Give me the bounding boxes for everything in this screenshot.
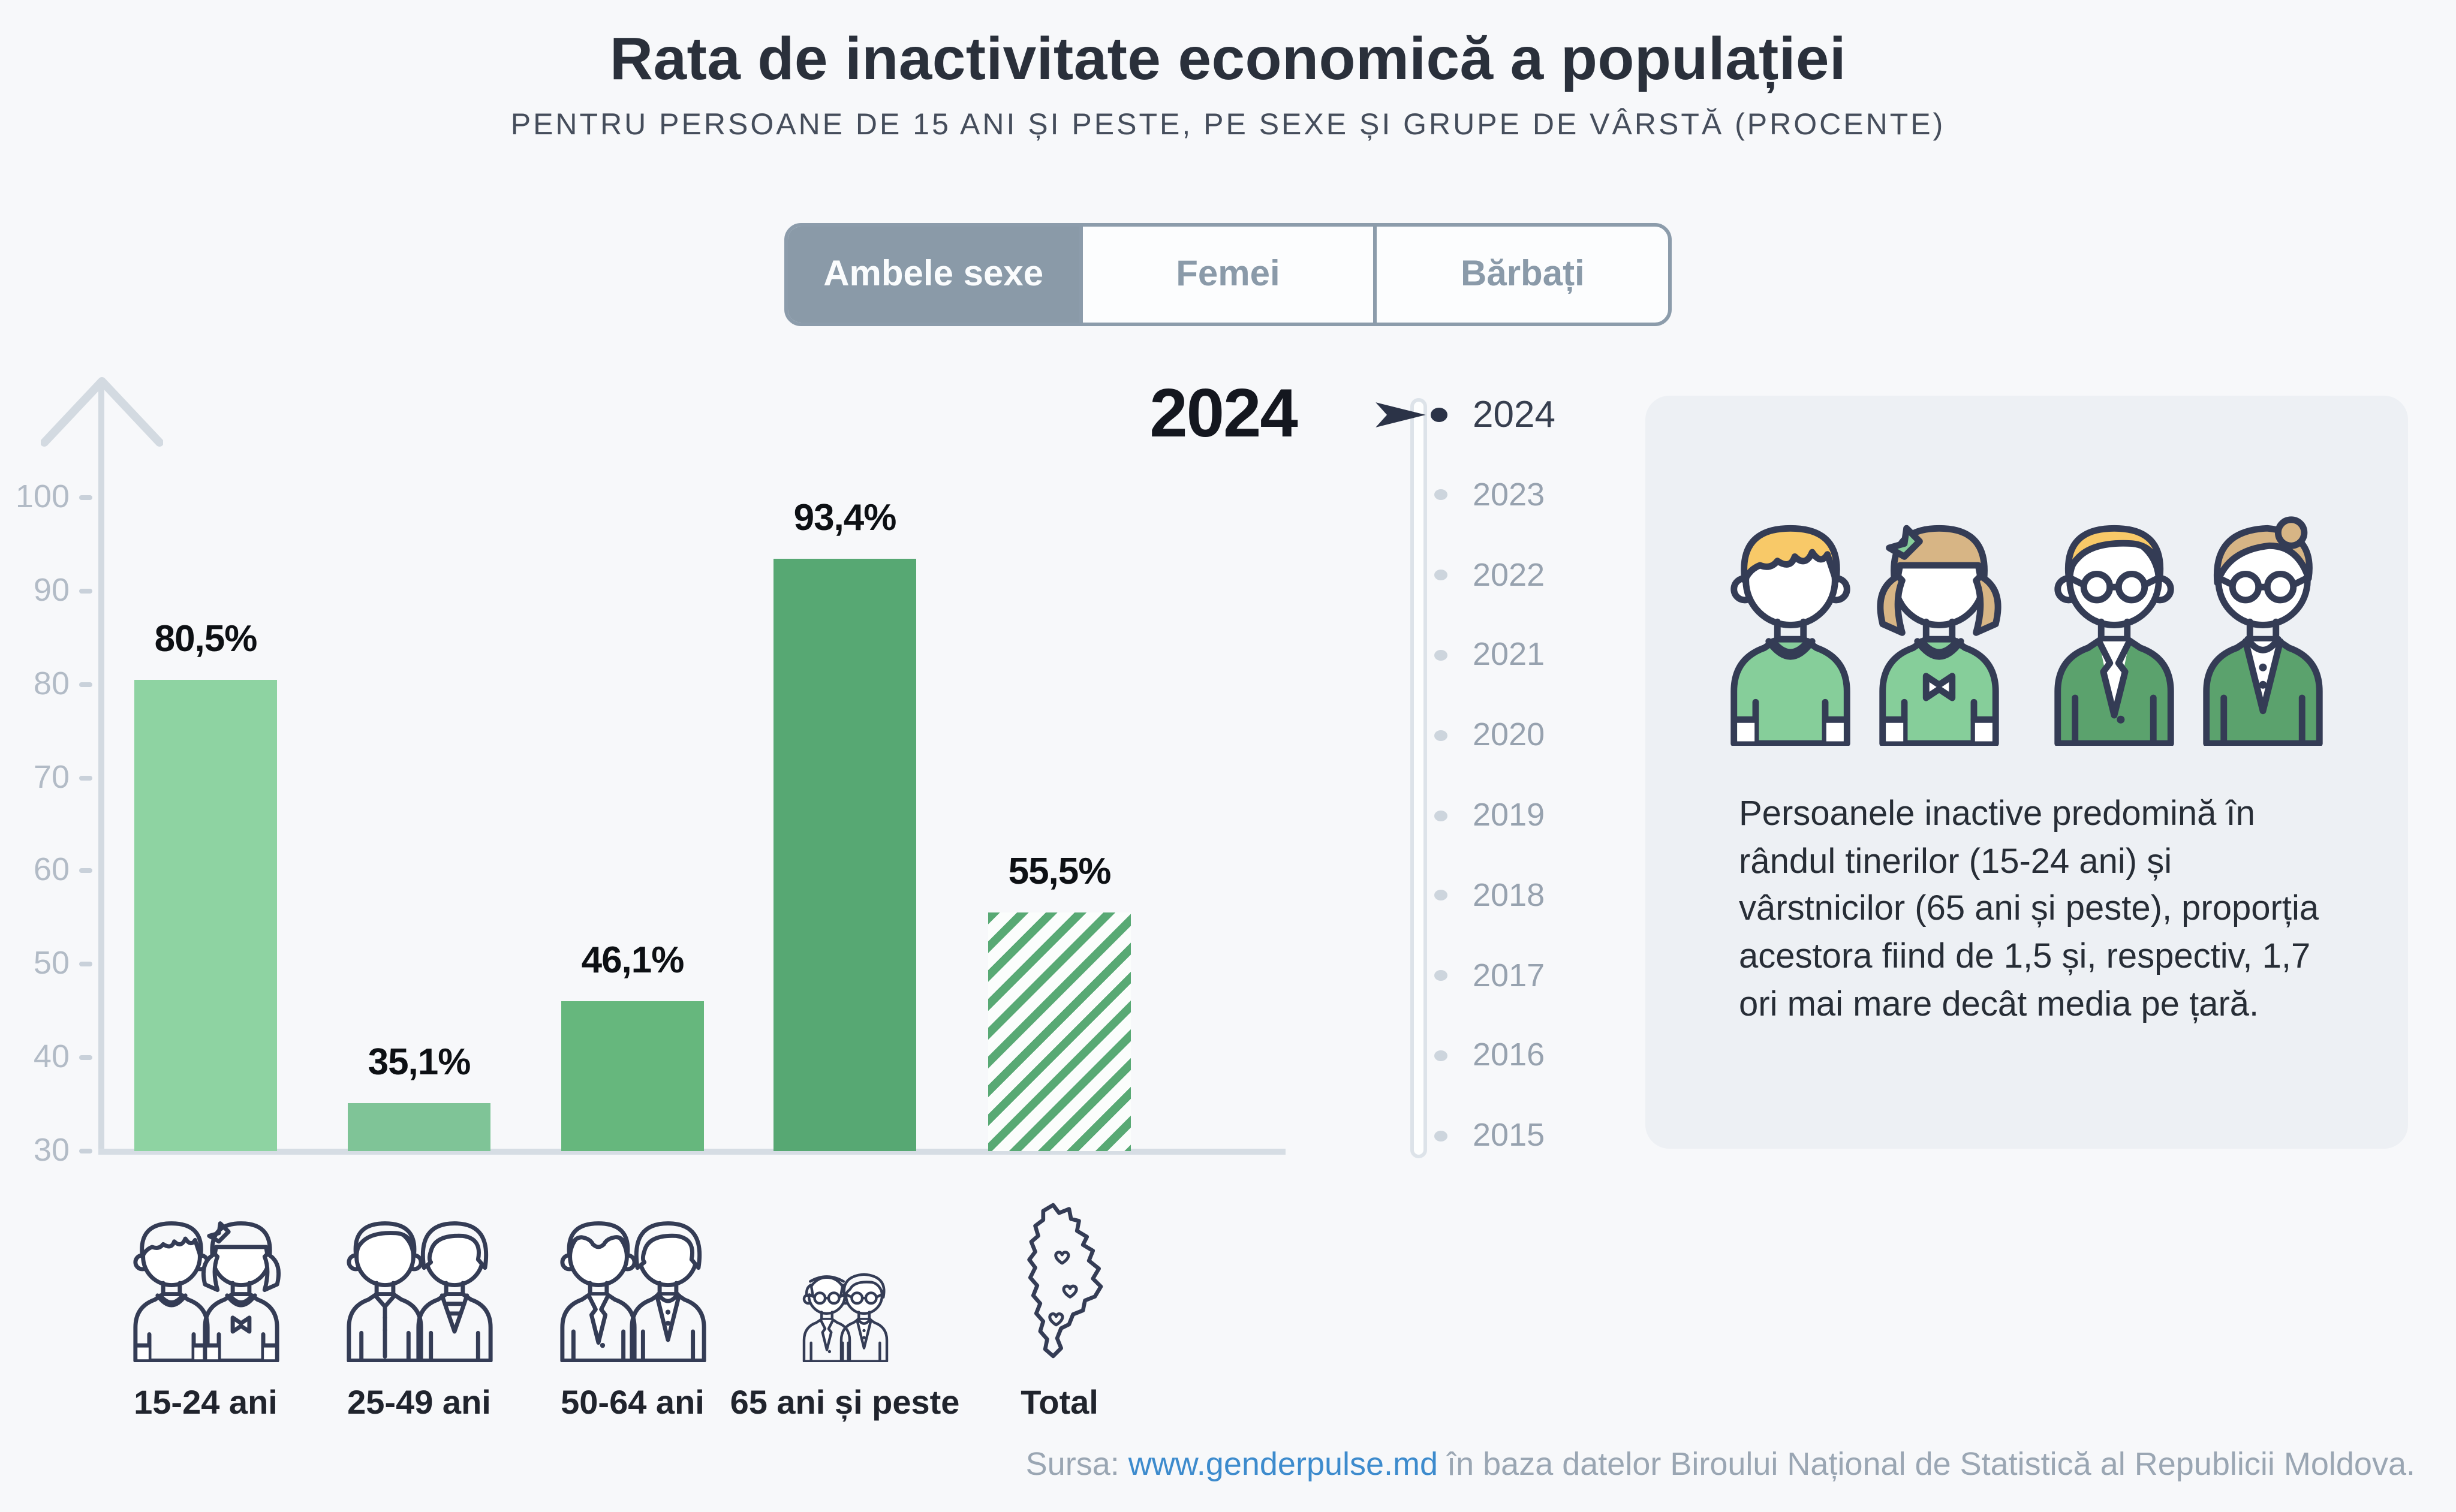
timeline-year-2015[interactable]: 2015 <box>1473 1117 1545 1153</box>
y-axis-label-60: 60 <box>33 851 70 888</box>
source-suffix: în baza datelor Biroului Național de Sta… <box>1447 1446 2415 1482</box>
timeline-year-2021[interactable]: 2021 <box>1473 636 1545 673</box>
y-axis-tick <box>79 775 92 781</box>
sex-filter-tabs: Ambele sexe Femei Bărbați <box>784 223 1672 326</box>
woman-glasses-icon <box>2203 516 2323 746</box>
category-label-65-ani-si-peste: 65 ani și peste <box>730 1384 960 1421</box>
category-label-total: Total <box>1021 1384 1098 1421</box>
bar-value-label-15-24-ani: 80,5% <box>154 617 258 659</box>
timeline-year-2018[interactable]: 2018 <box>1473 877 1545 913</box>
older-man-icon <box>559 1221 636 1362</box>
source-footer: Sursa: www.genderpulse.md în baza datelo… <box>1026 1446 2415 1483</box>
info-card-icons <box>1645 396 2408 746</box>
man-glasses-icon <box>2054 525 2174 746</box>
category-icon-total <box>1012 1199 1107 1362</box>
timeline-dot-2018[interactable] <box>1434 890 1447 901</box>
y-axis-label-70: 70 <box>33 758 70 794</box>
timeline-year-2016[interactable]: 2016 <box>1473 1037 1545 1073</box>
timeline-year-2019[interactable]: 2019 <box>1473 797 1545 833</box>
category-label-15-24-ani: 15-24 ani <box>134 1384 278 1421</box>
y-axis-tick <box>79 868 92 874</box>
y-axis-arrow-icon <box>41 377 163 447</box>
y-axis-tick <box>79 495 92 500</box>
source-prefix: Sursa: <box>1025 1446 1119 1482</box>
y-axis-tick <box>79 1055 92 1061</box>
bar-50-64-ani[interactable] <box>561 1001 704 1151</box>
bar-total[interactable] <box>988 912 1131 1151</box>
timeline-dot-2019[interactable] <box>1434 810 1447 821</box>
info-text: Persoanele inactive predomină în rândul … <box>1739 795 2319 1024</box>
timeline-year-2020[interactable]: 2020 <box>1473 716 1545 753</box>
girl-icon <box>1877 525 2001 746</box>
boy-icon <box>1730 525 1850 746</box>
source-link[interactable]: www.genderpulse.md <box>1128 1446 1438 1482</box>
timeline-year-2024[interactable]: 2024 <box>1473 393 1555 435</box>
older-woman-icon <box>629 1221 706 1362</box>
timeline-cursor-icon[interactable] <box>1372 398 1429 432</box>
y-axis-label-50: 50 <box>33 945 70 981</box>
tab-ambele-sexe[interactable]: Ambele sexe <box>788 227 1079 323</box>
y-axis-line <box>98 384 104 1153</box>
category-label-25-49-ani: 25-49 ani <box>347 1384 491 1421</box>
bar-value-label-total: 55,5% <box>1008 850 1112 893</box>
tab-barbati[interactable]: Bărbați <box>1373 227 1668 323</box>
bar-value-label-50-64-ani: 46,1% <box>581 938 685 981</box>
y-axis-label-40: 40 <box>33 1038 70 1075</box>
timeline-year-2023[interactable]: 2023 <box>1473 476 1545 513</box>
bar-value-label-25-49-ani: 35,1% <box>368 1041 471 1083</box>
y-axis-label-80: 80 <box>33 665 70 701</box>
page-subtitle: PENTRU PERSOANE DE 15 ANI ȘI PESTE, PE S… <box>510 108 1946 141</box>
bar-65-ani-si-peste[interactable] <box>773 559 916 1151</box>
elderly-woman-icon <box>839 1273 888 1362</box>
chart-year-label: 2024 <box>1149 375 1298 452</box>
timeline-dot-2022[interactable] <box>1434 570 1447 581</box>
category-icon-65-ani-si-peste <box>798 1199 892 1362</box>
y-axis-tick <box>79 682 92 687</box>
y-axis-tick <box>79 962 92 967</box>
girl-icon <box>200 1221 281 1362</box>
elderly-man-icon <box>802 1275 851 1362</box>
y-axis-tick <box>79 588 92 594</box>
x-axis-line <box>98 1149 1286 1155</box>
boy-icon <box>133 1221 209 1362</box>
timeline-dot-2024[interactable] <box>1431 408 1447 422</box>
timeline-dot-2023[interactable] <box>1434 489 1447 501</box>
category-icon-15-24-ani <box>127 1199 285 1362</box>
timeline-dot-2021[interactable] <box>1434 649 1447 661</box>
bar-15-24-ani[interactable] <box>134 679 277 1151</box>
y-axis-label-100: 100 <box>15 478 70 514</box>
timeline-dot-2020[interactable] <box>1434 730 1447 741</box>
category-icon-25-49-ani <box>340 1199 498 1362</box>
timeline-dot-2016[interactable] <box>1434 1050 1447 1061</box>
timeline-year-2022[interactable]: 2022 <box>1473 556 1545 593</box>
timeline-track[interactable] <box>1410 398 1427 1158</box>
woman-icon <box>416 1221 492 1362</box>
bar-value-label-65-ani-si-peste: 93,4% <box>793 496 897 539</box>
y-axis-label-30: 30 <box>33 1131 70 1168</box>
category-label-50-64-ani: 50-64 ani <box>561 1384 705 1421</box>
tab-femei[interactable]: Femei <box>1079 227 1373 323</box>
y-axis-tick <box>79 1149 92 1153</box>
timeline-year-2017[interactable]: 2017 <box>1473 957 1545 993</box>
bar-25-49-ani[interactable] <box>348 1103 490 1151</box>
page-title: Rata de inactivitate economică a populaț… <box>609 25 1847 92</box>
category-icon-50-64-ani <box>553 1199 712 1362</box>
moldova-map-icon <box>1027 1203 1103 1359</box>
timeline-dot-2015[interactable] <box>1434 1130 1447 1141</box>
y-axis-label-90: 90 <box>33 571 70 608</box>
info-card: Persoanele inactive predomină în rândul … <box>1645 396 2408 1149</box>
man-icon <box>346 1221 423 1362</box>
timeline-dot-2017[interactable] <box>1434 970 1447 981</box>
